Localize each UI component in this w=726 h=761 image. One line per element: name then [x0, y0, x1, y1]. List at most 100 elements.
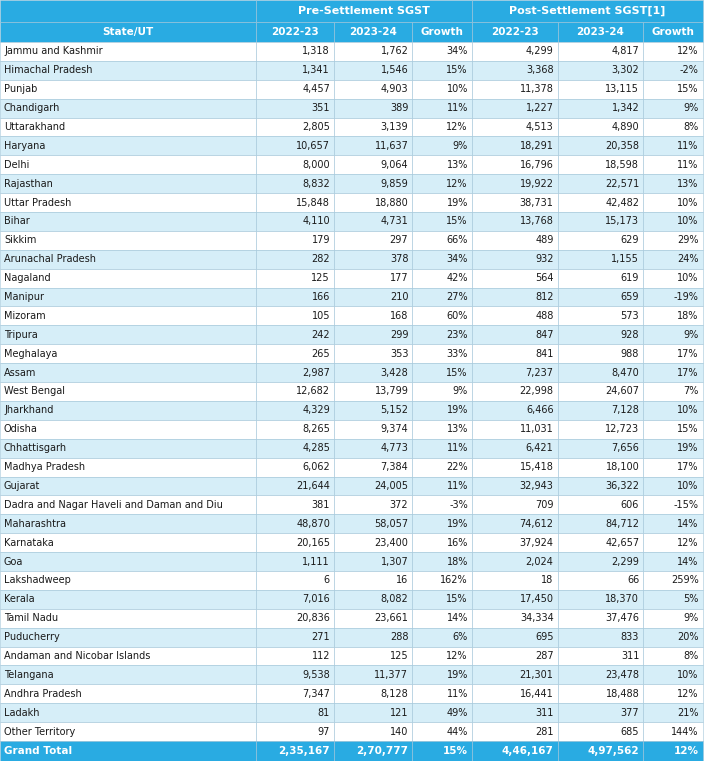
Text: 19%: 19%: [446, 519, 468, 529]
Text: 12,682: 12,682: [296, 387, 330, 396]
Text: 33%: 33%: [446, 349, 468, 358]
Bar: [472, 307, 558, 326]
Bar: [643, 363, 703, 382]
Bar: [256, 703, 334, 722]
Text: 34%: 34%: [446, 254, 468, 264]
Bar: [558, 193, 643, 212]
Bar: [472, 476, 558, 495]
Bar: [472, 552, 558, 571]
Text: 12%: 12%: [677, 689, 698, 699]
Text: 11%: 11%: [677, 160, 698, 170]
Text: 21,644: 21,644: [296, 481, 330, 491]
Bar: [256, 155, 334, 174]
Text: 166: 166: [311, 292, 330, 302]
Bar: [558, 80, 643, 99]
Text: 2023-24: 2023-24: [349, 27, 397, 37]
Bar: [0, 684, 256, 703]
Bar: [256, 495, 334, 514]
Bar: [412, 609, 472, 628]
Bar: [412, 476, 472, 495]
Text: 297: 297: [390, 235, 408, 245]
Bar: [0, 174, 256, 193]
Bar: [558, 665, 643, 684]
Text: Bihar: Bihar: [4, 216, 30, 227]
Text: 2,024: 2,024: [526, 556, 553, 566]
Bar: [256, 231, 334, 250]
Bar: [334, 212, 412, 231]
Text: 49%: 49%: [446, 708, 468, 718]
Text: Punjab: Punjab: [4, 84, 37, 94]
Text: 36,322: 36,322: [605, 481, 639, 491]
Text: 1,318: 1,318: [302, 46, 330, 56]
Bar: [472, 174, 558, 193]
Text: 10%: 10%: [446, 84, 468, 94]
Bar: [334, 684, 412, 703]
Text: 299: 299: [390, 330, 408, 340]
Text: 10%: 10%: [677, 670, 698, 680]
Text: 11%: 11%: [446, 103, 468, 113]
Bar: [256, 174, 334, 193]
Text: Post-Settlement SGST[1]: Post-Settlement SGST[1]: [509, 6, 666, 16]
Text: 2022-23: 2022-23: [271, 27, 319, 37]
Text: 287: 287: [535, 651, 553, 661]
Text: 4,285: 4,285: [302, 443, 330, 454]
Text: 11,378: 11,378: [520, 84, 553, 94]
Bar: [334, 382, 412, 401]
Bar: [334, 665, 412, 684]
Text: 351: 351: [311, 103, 330, 113]
Bar: [472, 382, 558, 401]
Bar: [0, 703, 256, 722]
Text: 282: 282: [311, 254, 330, 264]
Bar: [472, 99, 558, 117]
Text: 29%: 29%: [677, 235, 698, 245]
Text: 23%: 23%: [446, 330, 468, 340]
Bar: [256, 420, 334, 439]
Bar: [334, 250, 412, 269]
Bar: [558, 401, 643, 420]
Bar: [412, 420, 472, 439]
Text: 18,291: 18,291: [520, 141, 553, 151]
Bar: [412, 22, 472, 42]
Bar: [0, 212, 256, 231]
Bar: [472, 647, 558, 665]
Bar: [472, 684, 558, 703]
Text: 18%: 18%: [677, 311, 698, 321]
Text: 42%: 42%: [446, 273, 468, 283]
Bar: [558, 326, 643, 344]
Bar: [558, 703, 643, 722]
Text: 10%: 10%: [677, 481, 698, 491]
Text: 833: 833: [621, 632, 639, 642]
Text: 1,155: 1,155: [611, 254, 639, 264]
Bar: [472, 80, 558, 99]
Bar: [334, 269, 412, 288]
Text: 606: 606: [621, 500, 639, 510]
Text: 311: 311: [535, 708, 553, 718]
Bar: [334, 628, 412, 647]
Text: Tripura: Tripura: [4, 330, 38, 340]
Text: 1,111: 1,111: [302, 556, 330, 566]
Text: 14%: 14%: [677, 556, 698, 566]
Text: 3,139: 3,139: [380, 122, 408, 132]
Text: 16,441: 16,441: [520, 689, 553, 699]
Bar: [643, 514, 703, 533]
Text: 15%: 15%: [446, 594, 468, 604]
Text: 112: 112: [311, 651, 330, 661]
Bar: [472, 401, 558, 420]
Text: Dadra and Nagar Haveli and Daman and Diu: Dadra and Nagar Haveli and Daman and Diu: [4, 500, 223, 510]
Text: 125: 125: [311, 273, 330, 283]
Text: 695: 695: [535, 632, 553, 642]
Text: 564: 564: [535, 273, 553, 283]
Bar: [558, 609, 643, 628]
Bar: [472, 665, 558, 684]
Bar: [334, 533, 412, 552]
Text: 709: 709: [535, 500, 553, 510]
Bar: [472, 193, 558, 212]
Text: 17,450: 17,450: [520, 594, 553, 604]
Text: West Bengal: West Bengal: [4, 387, 65, 396]
Text: 11%: 11%: [446, 443, 468, 454]
Bar: [334, 99, 412, 117]
Bar: [412, 552, 472, 571]
Text: 18,100: 18,100: [605, 462, 639, 472]
Text: 66%: 66%: [446, 235, 468, 245]
Text: 841: 841: [535, 349, 553, 358]
